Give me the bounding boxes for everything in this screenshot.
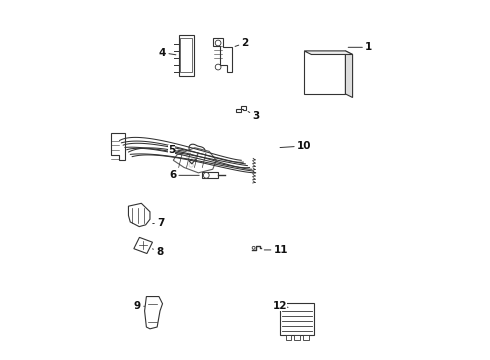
Text: 9: 9	[134, 301, 145, 311]
Text: 8: 8	[152, 247, 163, 257]
Polygon shape	[304, 51, 353, 54]
Polygon shape	[173, 148, 216, 173]
Text: 1: 1	[348, 42, 372, 52]
FancyArrowPatch shape	[252, 162, 255, 164]
Bar	[280, 303, 314, 335]
Polygon shape	[128, 203, 150, 226]
FancyArrowPatch shape	[252, 174, 255, 176]
Bar	[286, 334, 291, 340]
Circle shape	[203, 172, 209, 178]
FancyArrowPatch shape	[252, 171, 255, 174]
Polygon shape	[187, 144, 205, 160]
FancyArrowPatch shape	[252, 168, 255, 170]
Polygon shape	[134, 237, 152, 253]
Polygon shape	[345, 51, 353, 98]
Text: 6: 6	[169, 170, 199, 180]
Polygon shape	[236, 106, 245, 112]
Text: 7: 7	[153, 218, 165, 228]
Polygon shape	[213, 39, 232, 72]
Bar	[179, 35, 194, 76]
Polygon shape	[111, 134, 125, 160]
FancyArrowPatch shape	[252, 158, 255, 161]
Text: 10: 10	[280, 141, 312, 151]
Text: 5: 5	[168, 144, 184, 154]
FancyArrowPatch shape	[252, 177, 255, 180]
Bar	[202, 172, 218, 178]
FancyArrowPatch shape	[252, 181, 255, 183]
Bar	[294, 334, 300, 340]
Bar	[180, 39, 192, 72]
Circle shape	[189, 163, 194, 167]
Text: 11: 11	[264, 245, 288, 255]
Circle shape	[252, 246, 255, 249]
Circle shape	[215, 40, 221, 46]
Polygon shape	[145, 297, 163, 329]
Text: 4: 4	[159, 48, 176, 58]
Text: 2: 2	[235, 38, 248, 48]
Bar	[303, 334, 309, 340]
FancyArrowPatch shape	[252, 165, 255, 167]
Text: 12: 12	[272, 301, 288, 311]
Bar	[304, 51, 345, 94]
Circle shape	[215, 64, 221, 70]
Text: 3: 3	[248, 111, 259, 121]
